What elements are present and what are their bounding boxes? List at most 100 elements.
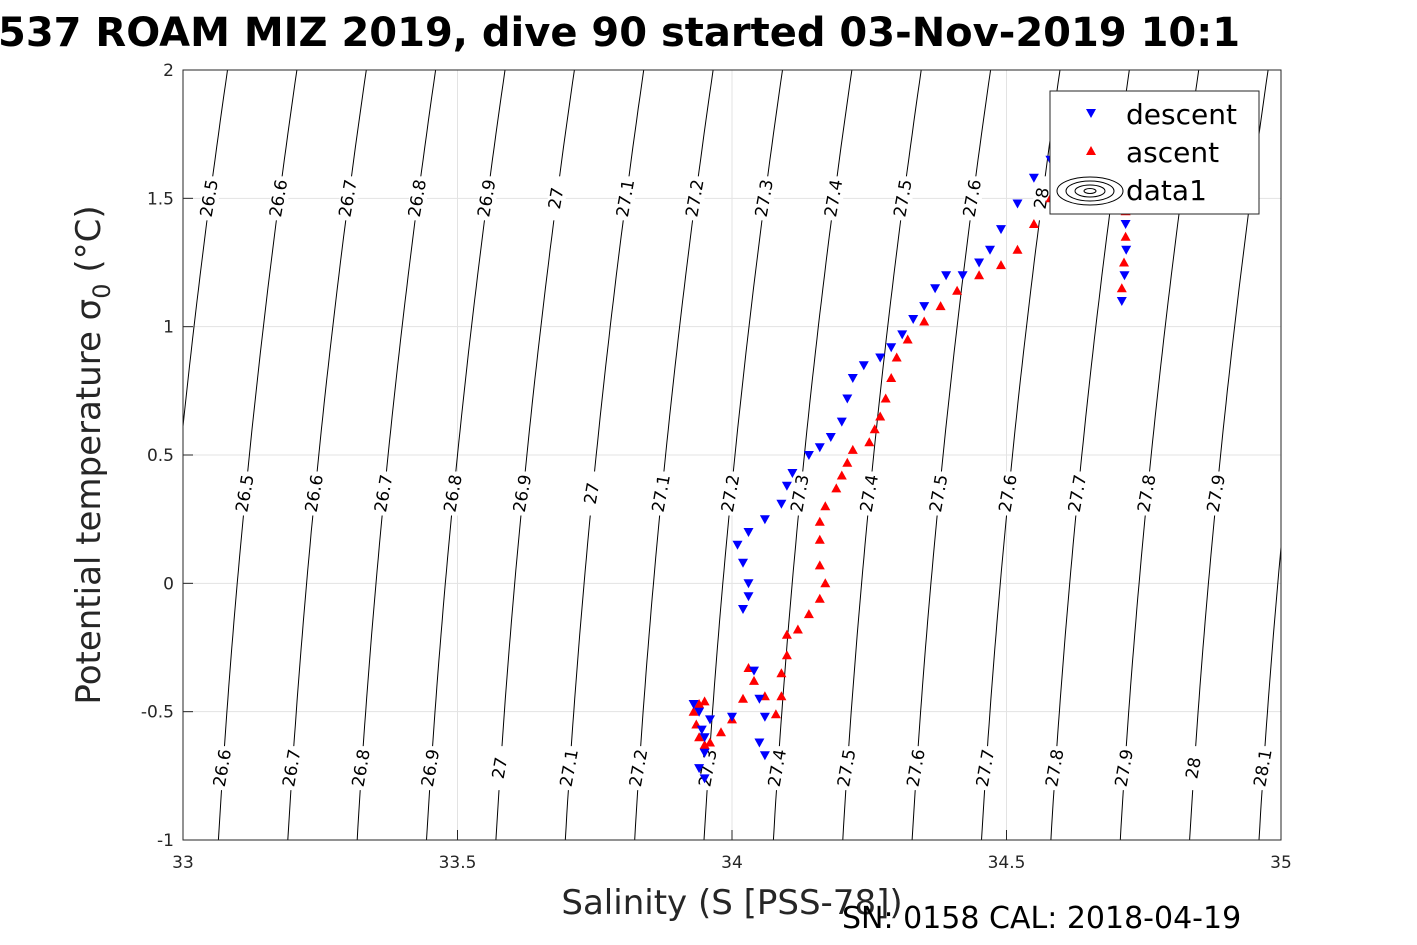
x-tick-label: 35 — [1270, 853, 1292, 873]
x-tick-label: 33 — [172, 853, 194, 873]
descent-point — [759, 712, 770, 722]
contour-label-bg — [478, 176, 497, 221]
descent-point — [759, 751, 770, 761]
descent-point — [699, 733, 710, 743]
contour-label-bg — [491, 746, 510, 791]
ascent-point — [1116, 283, 1127, 293]
descent-point — [749, 666, 759, 676]
descent-point — [1119, 271, 1130, 281]
contour-label-bg — [722, 471, 741, 516]
ascent-point — [776, 668, 787, 678]
descent-point — [781, 481, 792, 491]
descent-point — [858, 361, 869, 371]
contour-label-bg — [375, 471, 394, 516]
y-tick-label: -0.5 — [141, 703, 174, 723]
contour-label-bg — [444, 471, 463, 516]
y-tick-label: -1 — [157, 831, 174, 851]
contour-label-bg — [1115, 746, 1134, 791]
contour-label-bg — [583, 471, 602, 516]
descent-point — [836, 417, 847, 427]
ascent-point — [749, 675, 759, 685]
ascent-point — [814, 560, 825, 570]
ascent-point — [880, 393, 891, 403]
ascent-point — [902, 334, 913, 344]
x-tick-label: 33.5 — [439, 853, 477, 873]
descent-point — [1028, 173, 1039, 183]
descent-point — [897, 330, 908, 340]
legend-data1-label: data1 — [1126, 174, 1207, 207]
contour-label-bg — [305, 471, 324, 516]
contour-label-bg — [1046, 746, 1065, 791]
contour-label-bg — [1185, 746, 1204, 791]
descent-point — [847, 374, 858, 383]
ascent-point — [803, 609, 814, 619]
ascent-point — [792, 624, 803, 634]
ascent-point — [781, 629, 792, 639]
ascent-point — [1119, 257, 1129, 267]
ascent-point — [996, 260, 1006, 270]
descent-point — [738, 558, 748, 568]
contour-label-bg — [200, 176, 219, 221]
descent-point — [694, 764, 705, 774]
contour-label-bg — [791, 471, 810, 516]
contour-label-bg — [1138, 471, 1157, 516]
descent-point — [776, 499, 787, 509]
contour-label-bg — [768, 746, 787, 791]
x-axis-label: Salinity (S [PSS-78]) — [561, 883, 902, 923]
contour-label: 28 — [1031, 186, 1054, 211]
contour-label-bg — [838, 746, 857, 791]
ascent-point — [886, 373, 897, 382]
descent-point — [941, 271, 952, 281]
ascent-point — [738, 693, 748, 703]
contour-label-bg — [283, 746, 302, 791]
descent-point — [930, 284, 941, 294]
contour-label-bg — [1068, 471, 1087, 516]
ascent-point — [776, 691, 787, 701]
descent-point — [957, 271, 968, 281]
ascent-point — [869, 424, 880, 434]
descent-point — [908, 315, 919, 324]
ascent-point — [1012, 244, 1023, 254]
ascent-point — [688, 706, 699, 716]
x-tick-label: 34 — [721, 853, 743, 873]
footer-caption: SN: 0158 CAL: 2018-04-19 — [842, 901, 1241, 936]
y-tick-label: 2 — [163, 61, 174, 81]
ascent-point — [770, 709, 781, 719]
descent-point — [754, 738, 765, 748]
density-contours: 26.5 26.6 26.7 26.8 26.9 27 27.1 27.2 27.3 27.4 27… — [183, 70, 1281, 840]
contour-label-bg — [894, 176, 913, 221]
descent-point — [1116, 297, 1127, 306]
ascent-point — [781, 650, 792, 660]
contour-label-bg — [630, 746, 649, 791]
contour-label-bg — [213, 746, 232, 791]
contour-labels: 26.5 26.6 26.7 26.8 26.9 27 27.1 27.2 27.3 27.4 27… — [197, 176, 1277, 791]
ascent-point — [847, 444, 858, 454]
legend-box — [1049, 90, 1260, 215]
contour-label-bg — [352, 746, 371, 791]
contour-line — [1258, 541, 1281, 840]
descent-point — [803, 451, 814, 460]
legend-descent-label: descent — [1126, 98, 1237, 131]
ascent-point — [814, 516, 825, 526]
contour-label-bg — [236, 471, 255, 516]
descent-point — [1012, 199, 1023, 209]
contour-label-bg — [1033, 176, 1052, 221]
descent-point — [743, 592, 754, 602]
descent-point — [1121, 245, 1132, 255]
contour-label-bg — [1207, 471, 1226, 516]
ascent-point — [974, 270, 985, 280]
ascent-point — [935, 301, 946, 311]
legend-ascent-marker — [1086, 146, 1096, 155]
contour-label-bg — [514, 471, 533, 516]
ascent-point — [919, 316, 930, 326]
descent-point — [727, 712, 737, 722]
ascent-point — [1028, 219, 1039, 228]
x-tick-label: 34.5 — [988, 853, 1026, 873]
legend-descent-marker — [1086, 109, 1096, 118]
descent-point — [814, 443, 825, 453]
descent-point — [842, 394, 853, 404]
contour-label-bg — [1254, 746, 1273, 791]
ascent-point — [864, 437, 875, 447]
contour-label-bg — [547, 176, 566, 221]
y-axis-label-sub: 0 — [88, 283, 116, 298]
